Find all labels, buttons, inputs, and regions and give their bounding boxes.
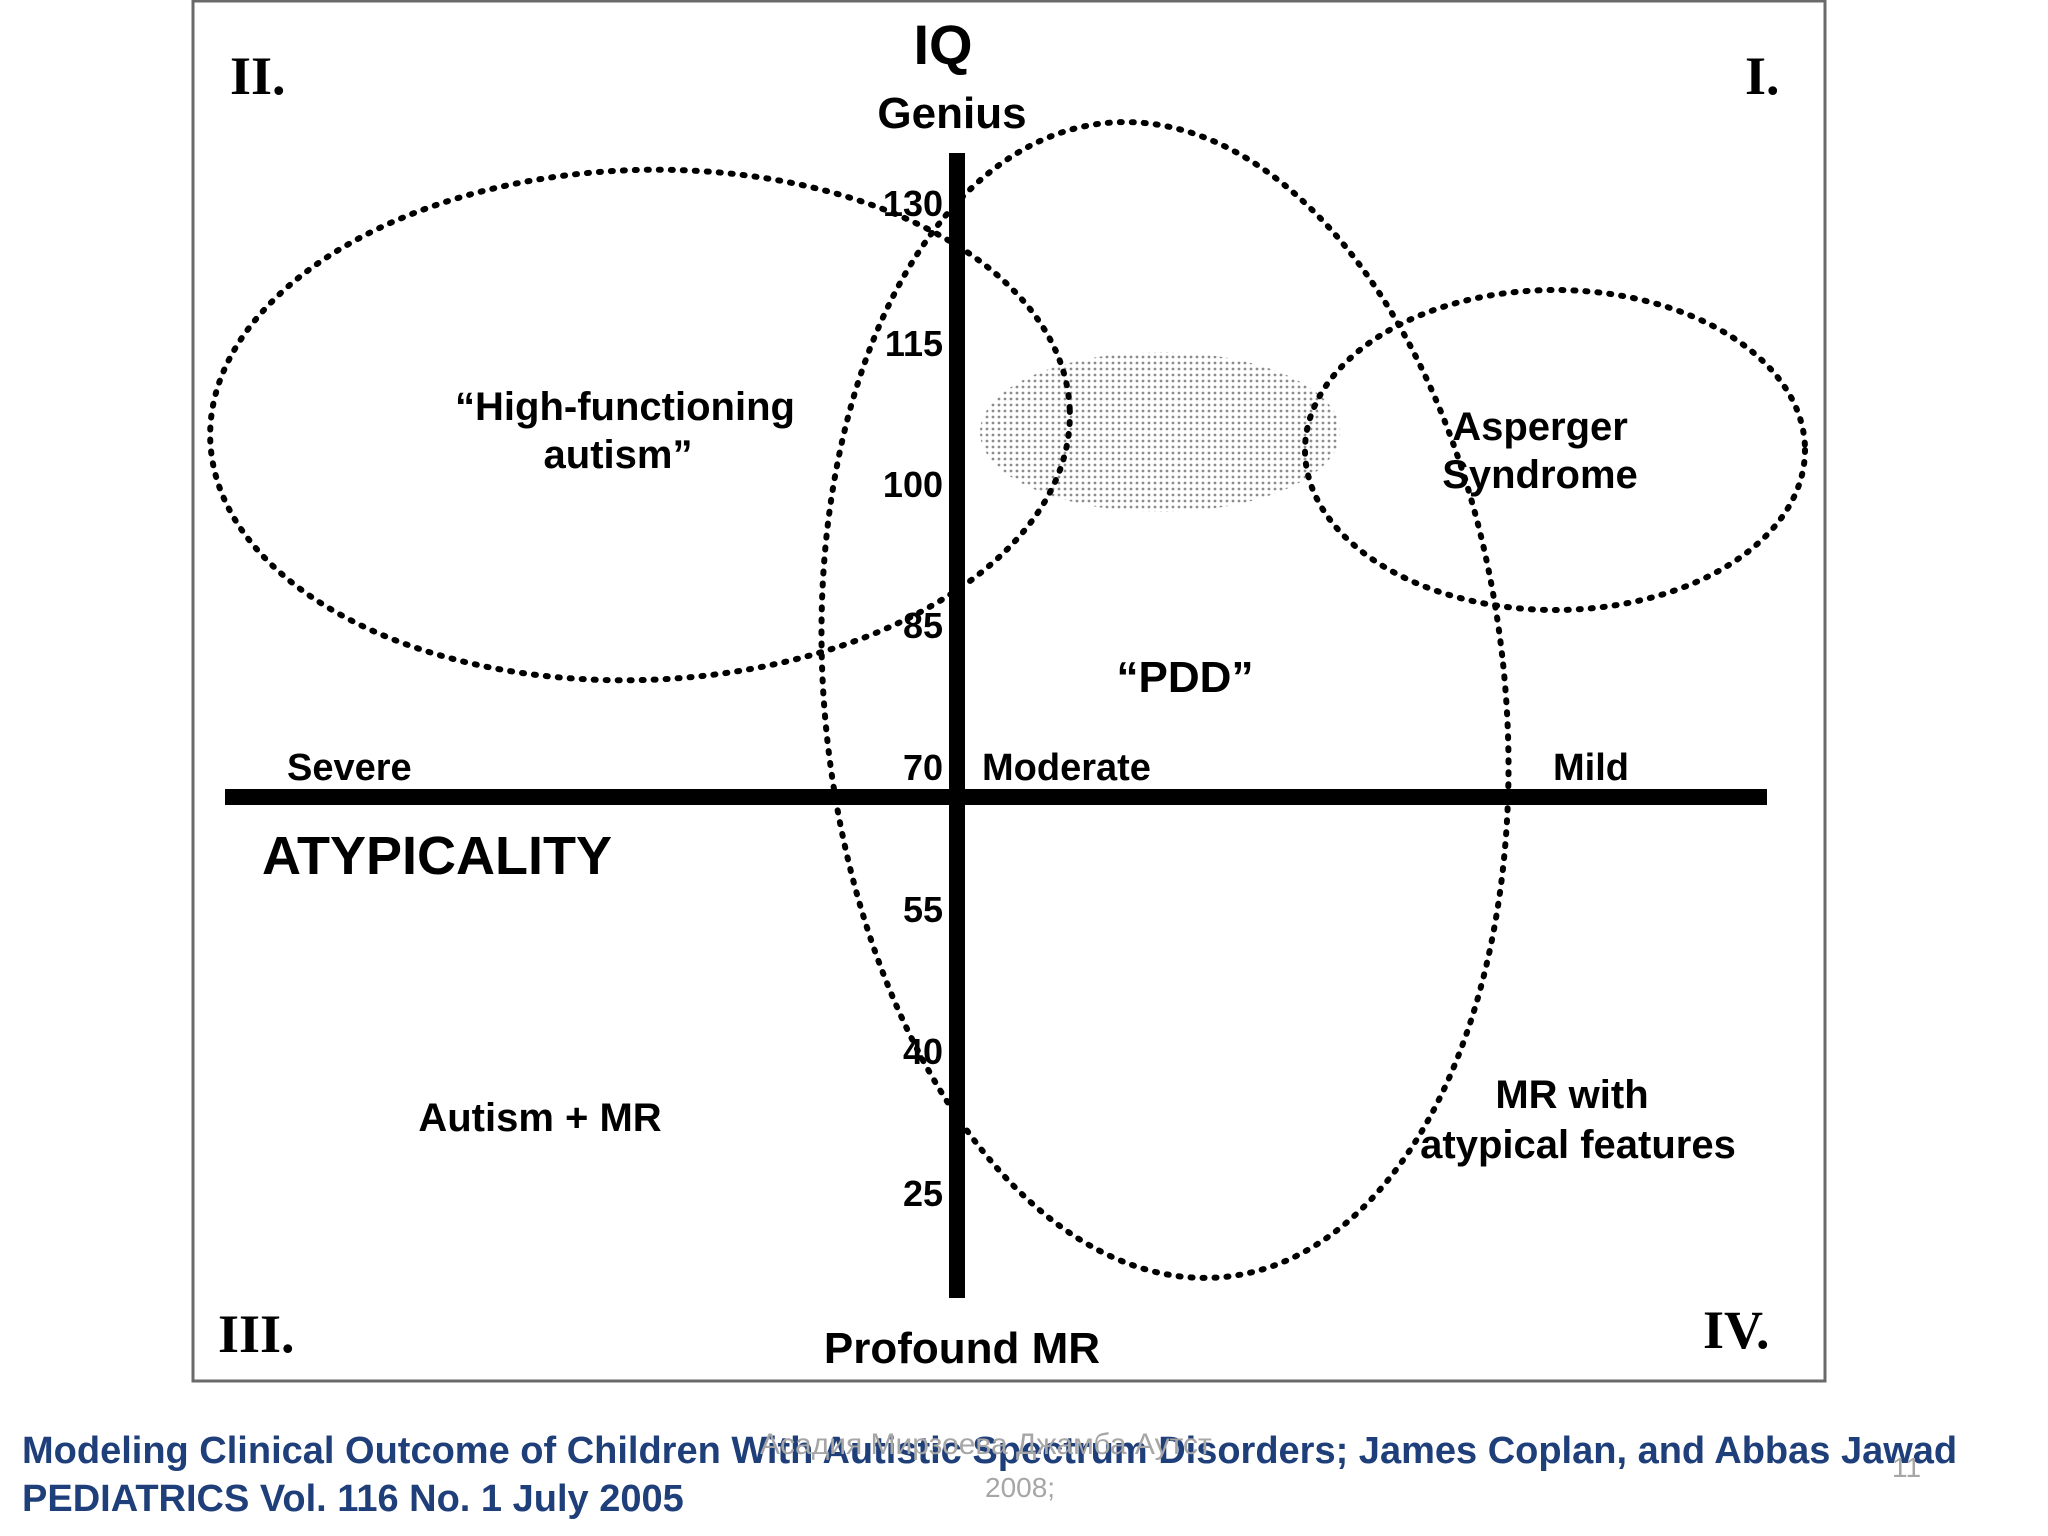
autism-mr-label: Autism + MR	[418, 1096, 661, 1140]
severe-label: Severe	[287, 747, 412, 789]
iq-tick-85: 85	[903, 605, 943, 646]
quadrant-i-label: I.	[1745, 46, 1780, 106]
footer-overlay-year: 2008;	[985, 1472, 1056, 1503]
shaded-overlap-zone	[980, 352, 1340, 512]
iq-tick-40: 40	[903, 1031, 943, 1072]
high-functioning-autism-ellipse	[207, 166, 1073, 684]
iq-tick-130: 130	[883, 183, 943, 224]
asperger-label-line2: Syndrome	[1442, 453, 1638, 497]
atypicality-axis-title: ATYPICALITY	[262, 826, 612, 886]
high-functioning-autism-label-line2: autism”	[544, 433, 693, 477]
caption-citation-line1: Modeling Clinical Outcome of Children Wi…	[22, 1430, 1958, 1472]
mr-atypical-label-line2: atypical features	[1420, 1123, 1736, 1167]
asperger-label-line1: Asperger	[1452, 405, 1628, 449]
caption-citation-line2: PEDIATRICS Vol. 116 No. 1 July 2005	[22, 1478, 684, 1520]
footer-overlay-text: Асадия Мирзоева Джамба Аутст	[760, 1428, 1212, 1461]
high-functioning-autism-label-line1: “High-functioning	[455, 385, 795, 429]
quadrant-iii-label: III.	[218, 1304, 295, 1364]
iq-tick-25: 25	[903, 1173, 943, 1214]
mild-label: Mild	[1553, 747, 1629, 789]
mr-atypical-label-line1: MR with	[1495, 1073, 1648, 1117]
iq-tick-100: 100	[883, 464, 943, 505]
quadrant-iv-label: IV.	[1703, 1300, 1770, 1360]
iq-tick-115: 115	[885, 323, 943, 364]
figure-frame	[191, 0, 1827, 1383]
iq-tick-70: 70	[903, 747, 943, 788]
iq-tick-55: 55	[903, 889, 943, 930]
iq-axis-title: IQ	[913, 13, 972, 76]
quadrant-ii-label: II.	[230, 46, 286, 106]
pdd-label: “PDD”	[1117, 653, 1254, 702]
genius-label: Genius	[877, 89, 1026, 138]
slide-number: 11	[1892, 1452, 1922, 1483]
asperger-ellipse	[1302, 287, 1808, 613]
profound-mr-label: Profound MR	[824, 1324, 1100, 1373]
moderate-label: Moderate	[982, 747, 1151, 789]
pdd-ellipse	[818, 119, 1512, 1281]
